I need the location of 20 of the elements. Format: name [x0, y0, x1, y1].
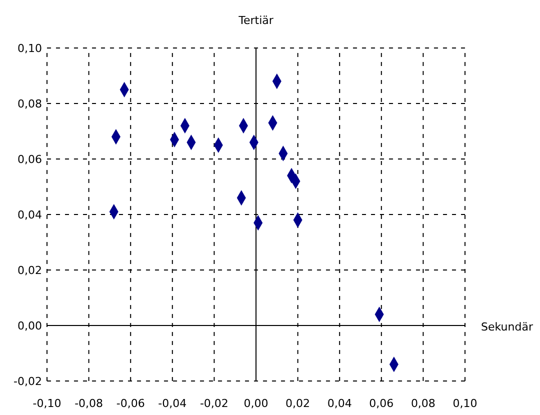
x-tick-label: 0,02 [286, 397, 310, 410]
y-tick-label: 0,10 [18, 42, 42, 55]
x-tick-label: -0,08 [74, 397, 104, 410]
x-tick-label: -0,02 [200, 397, 228, 410]
x-tick-label: -0,04 [158, 397, 187, 410]
y-axis-title: Tertiär [238, 14, 274, 27]
x-tick-label: 0,04 [327, 397, 352, 410]
x-tick-label: 0,06 [369, 397, 394, 410]
x-tick-label: -0,10 [32, 397, 62, 410]
y-tick-label: 0,06 [18, 153, 42, 166]
x-tick-label: 0,08 [410, 397, 436, 410]
x-tick-label: 0,00 [244, 397, 268, 410]
x-tick-label: -0,06 [116, 397, 145, 410]
y-tick-label: 0,02 [18, 264, 42, 277]
y-tick-label: 0,08 [18, 98, 42, 110]
y-tick-label: 0,00 [18, 320, 42, 332]
y-tick-label: -0,02 [14, 375, 42, 388]
y-tick-label: 0,04 [18, 208, 42, 222]
x-tick-label: 0,10 [452, 397, 478, 410]
x-axis-title: Sekundär [481, 320, 534, 334]
